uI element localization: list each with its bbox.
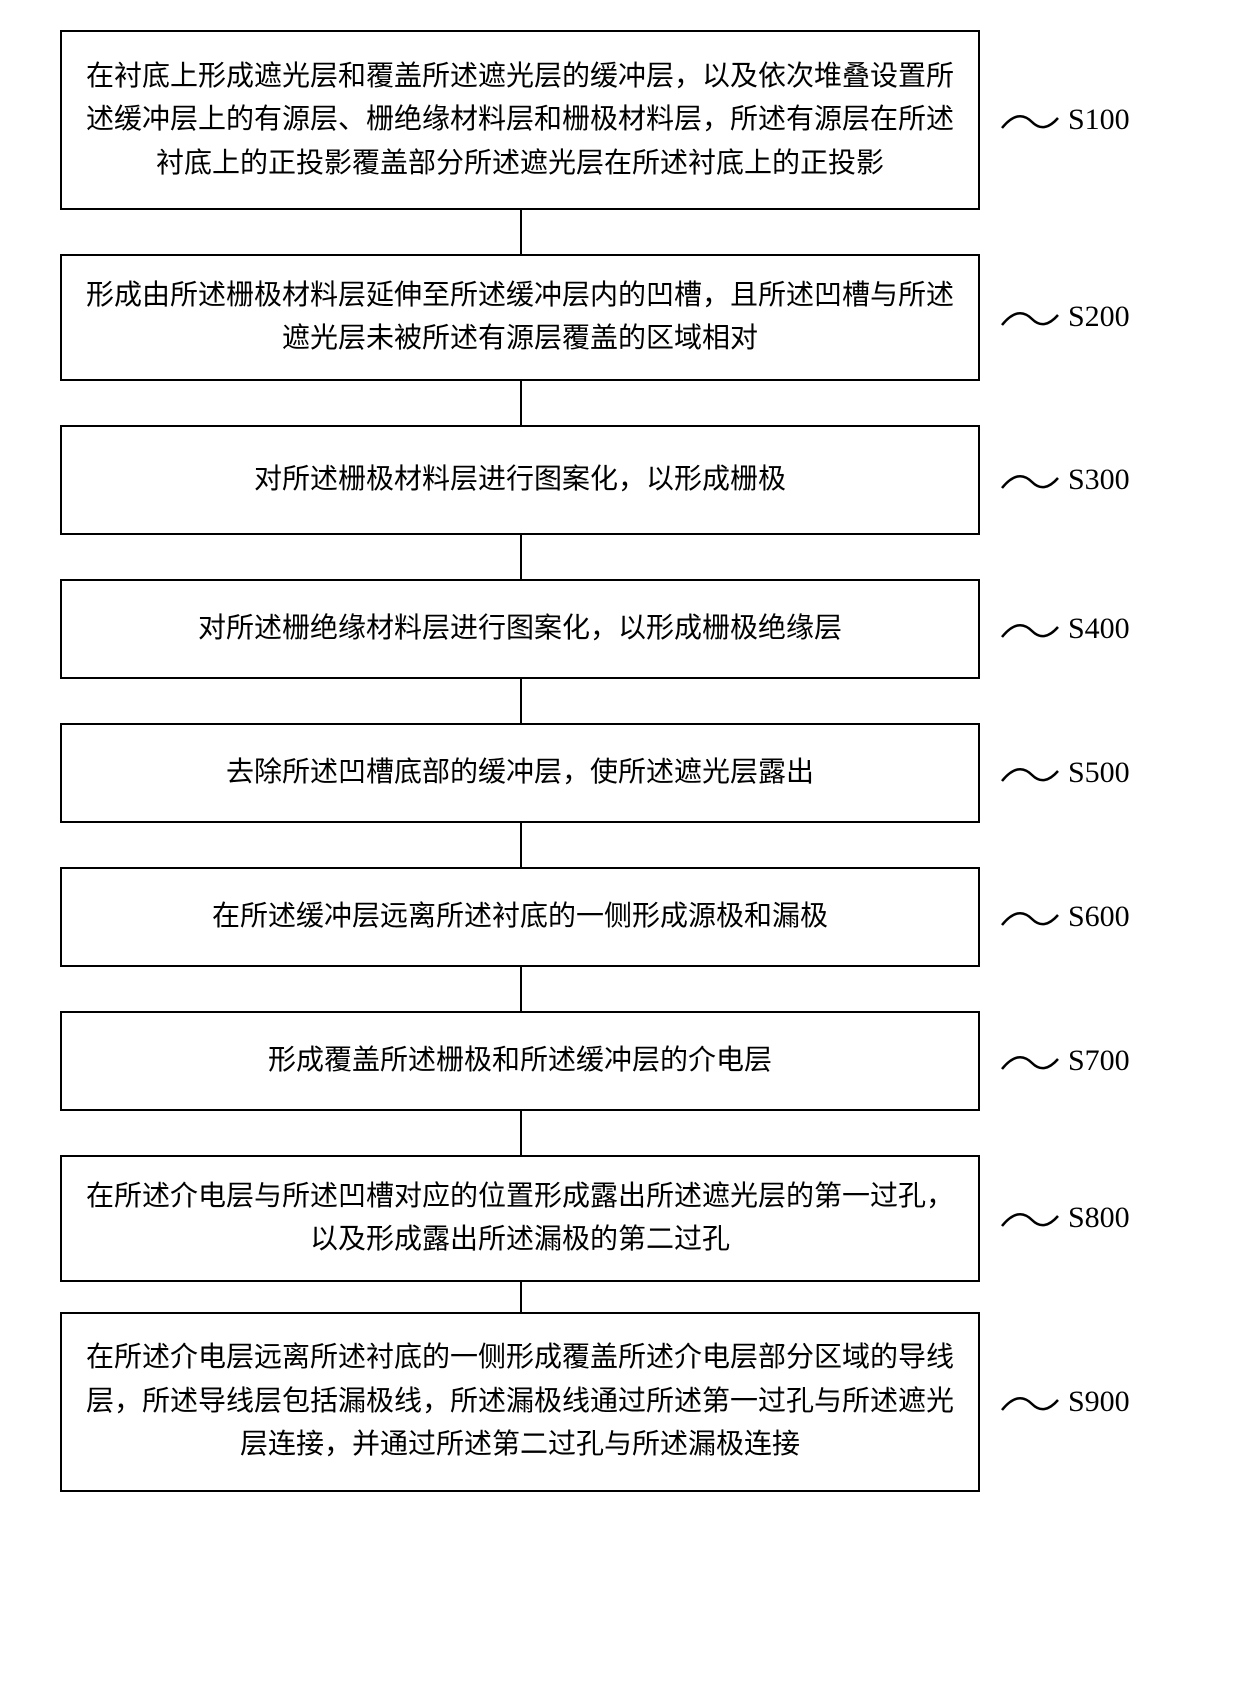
step-box-S900: 在所述介电层远离所述衬底的一侧形成覆盖所述介电层部分区域的导线层，所述导线层包括… [60, 1312, 980, 1492]
curve-mark-icon [1000, 1382, 1060, 1422]
step-row-S500: 去除所述凹槽底部的缓冲层，使所述遮光层露出 S500 [40, 723, 1200, 823]
step-box-S100: 在衬底上形成遮光层和覆盖所述遮光层的缓冲层，以及依次堆叠设置所述缓冲层上的有源层… [60, 30, 980, 210]
step-label: S600 [1068, 900, 1130, 934]
step-label-wrap: S500 [1000, 753, 1130, 793]
step-text: 去除所述凹槽底部的缓冲层，使所述遮光层露出 [226, 751, 814, 794]
step-text: 形成覆盖所述栅极和所述缓冲层的介电层 [268, 1039, 772, 1082]
step-text: 对所述栅绝缘材料层进行图案化，以形成栅极绝缘层 [198, 607, 842, 650]
step-row-S100: 在衬底上形成遮光层和覆盖所述遮光层的缓冲层，以及依次堆叠设置所述缓冲层上的有源层… [40, 30, 1200, 210]
step-text: 在所述缓冲层远离所述衬底的一侧形成源极和漏极 [212, 895, 828, 938]
curve-mark-icon [1000, 100, 1060, 140]
step-box-S800: 在所述介电层与所述凹槽对应的位置形成露出所述遮光层的第一过孔，以及形成露出所述漏… [60, 1155, 980, 1282]
step-label-wrap: S700 [1000, 1041, 1130, 1081]
flowchart-container: 在衬底上形成遮光层和覆盖所述遮光层的缓冲层，以及依次堆叠设置所述缓冲层上的有源层… [40, 30, 1200, 1492]
connector [520, 381, 522, 425]
step-box-S300: 对所述栅极材料层进行图案化，以形成栅极 [60, 425, 980, 535]
step-text: 在衬底上形成遮光层和覆盖所述遮光层的缓冲层，以及依次堆叠设置所述缓冲层上的有源层… [86, 55, 954, 185]
connector [520, 1282, 522, 1312]
step-label: S900 [1068, 1385, 1130, 1419]
connector [520, 210, 522, 254]
step-label: S200 [1068, 300, 1130, 334]
connector [520, 1111, 522, 1155]
step-text: 对所述栅极材料层进行图案化，以形成栅极 [254, 458, 786, 501]
step-box-S700: 形成覆盖所述栅极和所述缓冲层的介电层 [60, 1011, 980, 1111]
step-row-S700: 形成覆盖所述栅极和所述缓冲层的介电层 S700 [40, 1011, 1200, 1111]
curve-mark-icon [1000, 460, 1060, 500]
step-label-wrap: S800 [1000, 1198, 1130, 1238]
step-row-S800: 在所述介电层与所述凹槽对应的位置形成露出所述遮光层的第一过孔，以及形成露出所述漏… [40, 1155, 1200, 1282]
step-row-S600: 在所述缓冲层远离所述衬底的一侧形成源极和漏极 S600 [40, 867, 1200, 967]
step-label-wrap: S400 [1000, 609, 1130, 649]
step-label-wrap: S200 [1000, 297, 1130, 337]
step-text: 在所述介电层远离所述衬底的一侧形成覆盖所述介电层部分区域的导线层，所述导线层包括… [86, 1336, 954, 1466]
step-row-S400: 对所述栅绝缘材料层进行图案化，以形成栅极绝缘层 S400 [40, 579, 1200, 679]
connector [520, 967, 522, 1011]
curve-mark-icon [1000, 297, 1060, 337]
step-text: 形成由所述栅极材料层延伸至所述缓冲层内的凹槽，且所述凹槽与所述遮光层未被所述有源… [86, 274, 954, 361]
step-label-wrap: S600 [1000, 897, 1130, 937]
curve-mark-icon [1000, 753, 1060, 793]
curve-mark-icon [1000, 897, 1060, 937]
step-label: S400 [1068, 612, 1130, 646]
step-row-S200: 形成由所述栅极材料层延伸至所述缓冲层内的凹槽，且所述凹槽与所述遮光层未被所述有源… [40, 254, 1200, 381]
connector [520, 823, 522, 867]
step-label: S500 [1068, 756, 1130, 790]
connector [520, 535, 522, 579]
curve-mark-icon [1000, 1041, 1060, 1081]
step-label: S100 [1068, 103, 1130, 137]
step-box-S600: 在所述缓冲层远离所述衬底的一侧形成源极和漏极 [60, 867, 980, 967]
step-row-S900: 在所述介电层远离所述衬底的一侧形成覆盖所述介电层部分区域的导线层，所述导线层包括… [40, 1312, 1200, 1492]
step-label: S700 [1068, 1044, 1130, 1078]
step-box-S200: 形成由所述栅极材料层延伸至所述缓冲层内的凹槽，且所述凹槽与所述遮光层未被所述有源… [60, 254, 980, 381]
curve-mark-icon [1000, 1198, 1060, 1238]
step-label-wrap: S100 [1000, 100, 1130, 140]
step-box-S500: 去除所述凹槽底部的缓冲层，使所述遮光层露出 [60, 723, 980, 823]
step-row-S300: 对所述栅极材料层进行图案化，以形成栅极 S300 [40, 425, 1200, 535]
step-label-wrap: S300 [1000, 460, 1130, 500]
step-box-S400: 对所述栅绝缘材料层进行图案化，以形成栅极绝缘层 [60, 579, 980, 679]
curve-mark-icon [1000, 609, 1060, 649]
step-label: S300 [1068, 463, 1130, 497]
step-label: S800 [1068, 1201, 1130, 1235]
connector [520, 679, 522, 723]
step-label-wrap: S900 [1000, 1382, 1130, 1422]
step-text: 在所述介电层与所述凹槽对应的位置形成露出所述遮光层的第一过孔，以及形成露出所述漏… [86, 1175, 954, 1262]
